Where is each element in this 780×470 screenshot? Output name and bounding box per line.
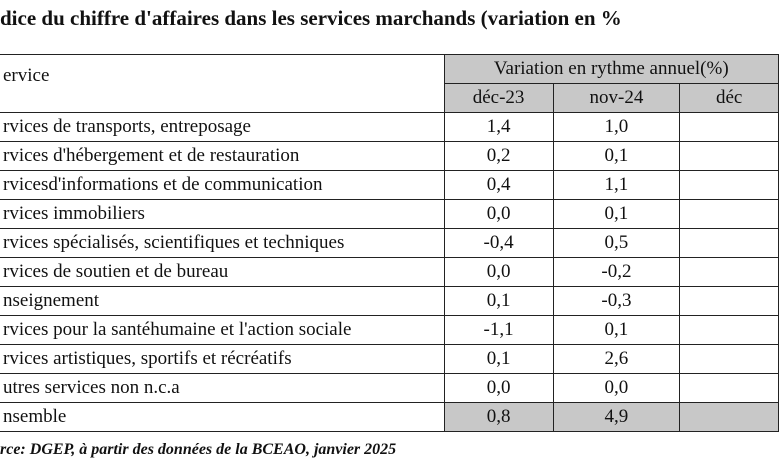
row-label: rvices immobiliers [0, 199, 445, 229]
cell [679, 170, 779, 200]
source-note: rce: DGEP, à partir des données de la BC… [0, 441, 397, 458]
table-row: nsemble 0,8 4,9 [0, 402, 779, 432]
table-row: rvices spécialisés, scientifiques et tec… [0, 228, 779, 258]
data-table: ervice Variation en rythme annuel(%) déc-2… [0, 54, 780, 432]
table-row: nseignement 0,1 -0,3 [0, 286, 779, 316]
row-label: rvicesd'informations et de communication [0, 170, 445, 200]
cell: 0,2 [443, 141, 554, 171]
column-header: nov-24 [552, 83, 681, 113]
cell [679, 344, 779, 374]
row-label: nseignement [0, 286, 445, 316]
cell [679, 286, 779, 316]
table-row: rvicesd'informations et de communication… [0, 170, 779, 200]
cell: 0,1 [552, 315, 681, 345]
cell: 0,1 [552, 141, 681, 171]
cell [679, 257, 779, 287]
cell: 2,6 [552, 344, 681, 374]
cell: 4,9 [552, 402, 681, 432]
cell [679, 112, 779, 142]
cell: 0,0 [443, 257, 554, 287]
column-header: déc-23 [443, 83, 554, 113]
cell: -0,4 [443, 228, 554, 258]
cell: 0,0 [443, 373, 554, 403]
column-header: déc [679, 83, 779, 113]
table-row: rvices de transports, entreposage 1,4 1,0 [0, 112, 779, 142]
cell [679, 315, 779, 345]
row-label: rvices spécialisés, scientifiques et tec… [0, 228, 445, 258]
cell: 0,4 [443, 170, 554, 200]
cell: 1,4 [443, 112, 554, 142]
cell: -0,3 [552, 286, 681, 316]
table-row: rvices artistiques, sportifs et récréati… [0, 344, 779, 374]
cell: 0,8 [443, 402, 554, 432]
row-header: ervice [0, 54, 445, 113]
table-row: rvices immobiliers 0,0 0,1 [0, 199, 779, 229]
table-row: rvices d'hébergement et de restauration 0… [0, 141, 779, 171]
cell: 0,1 [443, 286, 554, 316]
row-label: utres services non n.c.a [0, 373, 445, 403]
cell [679, 402, 779, 432]
row-label: nsemble [0, 402, 445, 432]
cell: -1,1 [443, 315, 554, 345]
cell: 1,0 [552, 112, 681, 142]
table-row: ervice Variation en rythme annuel(%) [0, 54, 780, 113]
row-label: rvices d'hébergement et de restauration [0, 141, 445, 171]
table-row: utres services non n.c.a 0,0 0,0 [0, 373, 779, 403]
cell [679, 228, 779, 258]
row-label: rvices de soutien et de bureau [0, 257, 445, 287]
cell: 0,0 [552, 373, 681, 403]
cell [679, 141, 779, 171]
cell [679, 199, 779, 229]
cell: -0,2 [552, 257, 681, 287]
table-row: déc-23 nov-24 déc [0, 83, 779, 113]
group-header: Variation en rythme annuel(%) [443, 54, 780, 84]
row-label: rvices pour la santéhumaine et l'action … [0, 315, 445, 345]
cell: 0,5 [552, 228, 681, 258]
table-row: rvices pour la santéhumaine et l'action … [0, 315, 779, 345]
cell: 1,1 [552, 170, 681, 200]
table-row: rvices de soutien et de bureau 0,0 -0,2 [0, 257, 779, 287]
cell: 0,1 [552, 199, 681, 229]
cell: 0,0 [443, 199, 554, 229]
cell [679, 373, 779, 403]
title: dice du chiffre d'affaires dans les serv… [0, 6, 622, 30]
cell: 0,1 [443, 344, 554, 374]
row-label: rvices de transports, entreposage [0, 112, 445, 142]
row-label: rvices artistiques, sportifs et récréati… [0, 344, 445, 374]
